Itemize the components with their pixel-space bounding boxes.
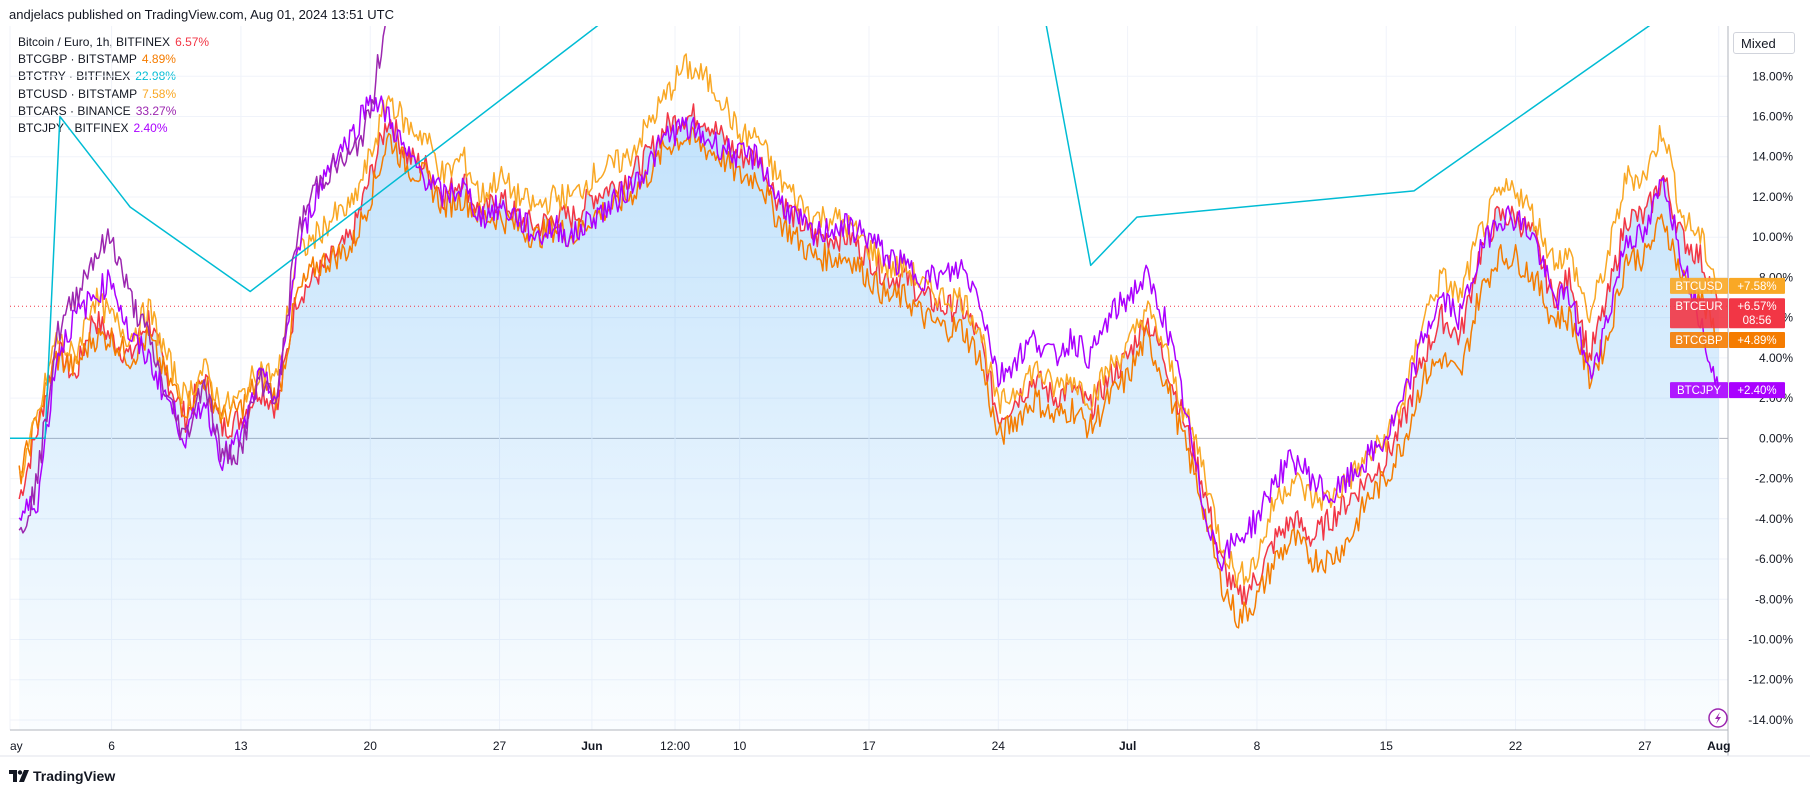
y-tick-label: 4.00% <box>1759 351 1793 365</box>
y-tick-label: -4.00% <box>1755 512 1793 526</box>
series-layer <box>10 0 1728 730</box>
x-tick-label: 8 <box>1254 739 1261 753</box>
price-tag-value: +2.40% <box>1737 385 1776 397</box>
legend-row-btcjpy[interactable]: BTCJPY · BITFINEX 2.40% <box>18 120 209 137</box>
legend-value: 2.40% <box>133 121 168 136</box>
price-tag-btcusd[interactable]: BTCUSD +7.58% <box>1670 277 1785 294</box>
price-tag-value-bg <box>1729 382 1785 399</box>
price-tag-value-bg <box>1729 277 1785 294</box>
legend-label: BTCJPY · BITFINEX <box>18 121 129 136</box>
legend-row-btcars[interactable]: BTCARS · BINANCE 33.27% <box>18 103 209 120</box>
lightning-icon[interactable] <box>1708 708 1728 728</box>
y-tick-label: -8.00% <box>1755 592 1793 606</box>
y-tick-label: -2.00% <box>1755 472 1793 486</box>
price-tag-value: +4.89% <box>1737 335 1776 347</box>
legend-row-btcusd[interactable]: BTCUSD · BITSTAMP 7.58% <box>18 86 209 103</box>
x-tick-label: 15 <box>1380 739 1394 753</box>
legend-label: BTCARS · BINANCE <box>18 103 131 118</box>
brand-name: TradingView <box>33 768 116 784</box>
price-tag-symbol: BTCUSD <box>1675 281 1722 293</box>
legend-label: BTCUSD · BITSTAMP <box>18 86 138 101</box>
price-tag-label-bg <box>1670 382 1728 399</box>
legend-value: 4.89% <box>141 52 176 67</box>
legend-value: 6.57% <box>175 35 210 49</box>
legend-row-btcgbp[interactable]: BTCGBP · BITSTAMP 4.89% <box>18 51 209 68</box>
price-tags: BTCUSD +7.58% BTCEUR +6.57% 08:56 BTCGBP +4.89… <box>1670 277 1785 399</box>
price-tag-btceur[interactable]: BTCEUR +6.57% 08:56 <box>1670 298 1785 329</box>
price-tag-symbol: BTCEUR <box>1675 301 1722 313</box>
comparison-chart[interactable]: 18.00%16.00%14.00%12.00%10.00%8.00%6.00%… <box>0 0 1810 760</box>
price-tag-label-bg <box>1670 298 1728 329</box>
price-tag-symbol: BTCJPY <box>1677 385 1721 397</box>
price-tag-value: +6.57% <box>1737 301 1776 313</box>
publish-header: andjelacs published on TradingView.com, … <box>9 7 394 22</box>
tradingview-logo-icon <box>9 770 29 782</box>
y-axis[interactable]: 18.00%16.00%14.00%12.00%10.00%8.00%6.00%… <box>1748 69 1793 727</box>
x-tick-label: 12:00 <box>660 739 690 753</box>
legend-value: 33.27% <box>135 103 177 118</box>
price-tag-btcjpy[interactable]: BTCJPY +2.40% <box>1670 382 1785 399</box>
y-tick-label: -6.00% <box>1755 552 1793 566</box>
price-tag-value-bg <box>1729 298 1785 329</box>
legend: Bitcoin / Euro, 1h, BITFINEX 6.57% BTCGBP… <box>18 34 209 137</box>
y-tick-label: 18.00% <box>1752 69 1793 83</box>
price-tag-btcgbp[interactable]: BTCGBP +4.89% <box>1670 331 1785 348</box>
legend-value: 7.58% <box>142 86 177 101</box>
series-line-btcars[interactable] <box>18 0 389 534</box>
price-tag-symbol: BTCGBP <box>1675 335 1723 347</box>
legend-row-btceur[interactable]: Bitcoin / Euro, 1h, BITFINEX 6.57% <box>18 34 209 51</box>
y-tick-label: -12.00% <box>1748 673 1793 687</box>
legend-label: Bitcoin / Euro, 1h, BITFINEX <box>18 35 171 49</box>
tradingview-logo[interactable]: TradingView <box>9 768 115 784</box>
x-tick-label: 27 <box>1638 739 1652 753</box>
x-tick-label: 17 <box>862 739 876 753</box>
series-line-btcgbp[interactable] <box>18 126 1720 629</box>
y-tick-label: -14.00% <box>1748 713 1793 727</box>
x-tick-label: Jun <box>581 739 602 753</box>
series-area-btceur <box>19 104 1719 730</box>
y-tick-label: 14.00% <box>1752 150 1793 164</box>
price-tag-value: +7.58% <box>1737 281 1776 293</box>
x-tick-label: 13 <box>234 739 248 753</box>
y-tick-label: 10.00% <box>1752 230 1793 244</box>
x-tick-label: 22 <box>1509 739 1523 753</box>
y-tick-label: 0.00% <box>1759 431 1793 445</box>
series-line-btctry[interactable] <box>10 16 1663 440</box>
price-tag-value-bg <box>1729 331 1785 348</box>
series-line-btcusd[interactable] <box>18 53 1720 589</box>
y-tick-label: -10.00% <box>1748 632 1793 646</box>
x-tick-label: 6 <box>108 739 115 753</box>
x-tick-label: 10 <box>733 739 747 753</box>
x-tick-label: Aug <box>1707 739 1730 753</box>
x-tick-label: 20 <box>364 739 378 753</box>
x-tick-label: ay <box>10 739 23 753</box>
x-tick-label: Jul <box>1119 739 1136 753</box>
y-tick-label: 12.00% <box>1752 190 1793 204</box>
price-tag-countdown: 08:56 <box>1743 315 1772 327</box>
y-tick-label: 16.00% <box>1752 110 1793 124</box>
legend-label: BTCGBP · BITSTAMP <box>18 52 137 67</box>
price-tag-label-bg <box>1670 331 1728 348</box>
scale-mode-button[interactable]: Mixed <box>1733 32 1795 54</box>
x-axis[interactable]: ay 6 13 20 27 Jun 12:00 10 17 24 Jul 8 15 22 27 Aug <box>10 739 1730 753</box>
x-tick-label: 27 <box>493 739 507 753</box>
x-tick-label: 24 <box>992 739 1006 753</box>
price-tag-label-bg <box>1670 277 1728 294</box>
